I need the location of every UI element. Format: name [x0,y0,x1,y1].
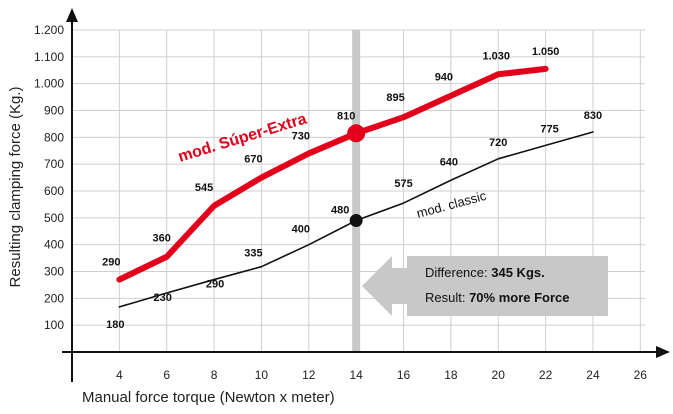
axes [62,8,670,382]
y-tick-label: 400 [44,238,64,252]
series-line-super-extra [116,65,549,283]
x-axis-arrow [656,346,670,358]
data-labels-layer: 290 360 545 670 730 810 895 940 1.030 1.050 180 230… [102,46,602,331]
highlight-band [352,30,361,352]
callout-result-value: 70% more Force [469,290,569,305]
callout-line-2: Result: 70% more Force [425,290,570,305]
data-label-classic: 640 [440,156,458,168]
data-label-classic: 180 [106,319,124,331]
x-axis-title: Manual force torque (Newton x meter) [82,389,335,406]
callout-line-1: Difference: 345 Kgs. [425,265,545,280]
x-tick-label: 14 [349,368,363,382]
data-label-classic: 290 [206,279,224,291]
data-label-classic: 230 [154,292,172,304]
tick-labels: 4 6 8 10 12 14 16 18 20 22 24 261002003004005006007… [34,23,647,382]
callout-difference-value: 345 Kgs. [491,265,544,280]
y-axis-arrow [66,8,78,22]
marker-classic [349,214,363,228]
callout-result-label: Result: [425,290,469,305]
y-axis-title: Resulting clamping force (Kg.) [7,87,24,288]
data-label-super-extra: 810 [337,110,355,122]
x-tick-label: 8 [211,368,218,382]
data-label-super-extra: 940 [435,72,453,84]
data-label-super-extra: 670 [244,154,262,166]
x-tick-label: 26 [634,368,648,382]
y-tick-label: 1.200 [34,23,64,37]
callout-arrow [362,256,608,316]
y-tick-label: 1.000 [34,77,64,91]
series-label-super-extra: mod. Súper-Extra [176,111,309,166]
y-tick-label: 900 [44,104,64,118]
x-tick-label: 24 [586,368,600,382]
callout-difference-label: Difference: [425,265,491,280]
y-tick-label: 1.100 [34,50,64,64]
marker-super-extra [347,124,366,143]
y-tick-label: 100 [44,318,64,332]
data-label-classic: 775 [540,123,558,135]
data-label-super-extra: 360 [153,233,171,245]
y-tick-label: 800 [44,130,64,144]
data-label-classic: 400 [292,224,310,236]
x-tick-label: 16 [397,368,411,382]
data-label-super-extra: 1.050 [532,46,560,58]
data-label-super-extra: 1.030 [482,50,510,62]
data-label-classic: 720 [489,137,507,149]
data-label-classic: 575 [394,178,412,190]
data-label-classic: 830 [584,110,602,122]
y-tick-label: 300 [44,265,64,279]
x-tick-label: 22 [539,368,553,382]
y-tick-label: 500 [44,211,64,225]
x-tick-label: 10 [255,368,269,382]
x-tick-label: 4 [116,368,123,382]
x-tick-label: 6 [163,368,170,382]
y-tick-label: 200 [44,291,64,305]
difference-callout: Difference: 345 Kgs. Result: 70% more Fo… [362,256,608,316]
y-tick-label: 600 [44,184,64,198]
x-tick-label: 20 [492,368,506,382]
data-label-classic: 335 [244,248,262,260]
data-label-classic: 480 [331,205,349,217]
data-label-super-extra: 290 [102,257,120,269]
data-label-super-extra: 545 [195,182,213,194]
y-tick-label: 700 [44,157,64,171]
data-label-super-extra: 730 [292,130,310,142]
x-tick-label: 18 [444,368,458,382]
x-tick-label: 12 [302,368,316,382]
data-label-super-extra: 895 [386,92,404,104]
series-layer [116,65,594,308]
